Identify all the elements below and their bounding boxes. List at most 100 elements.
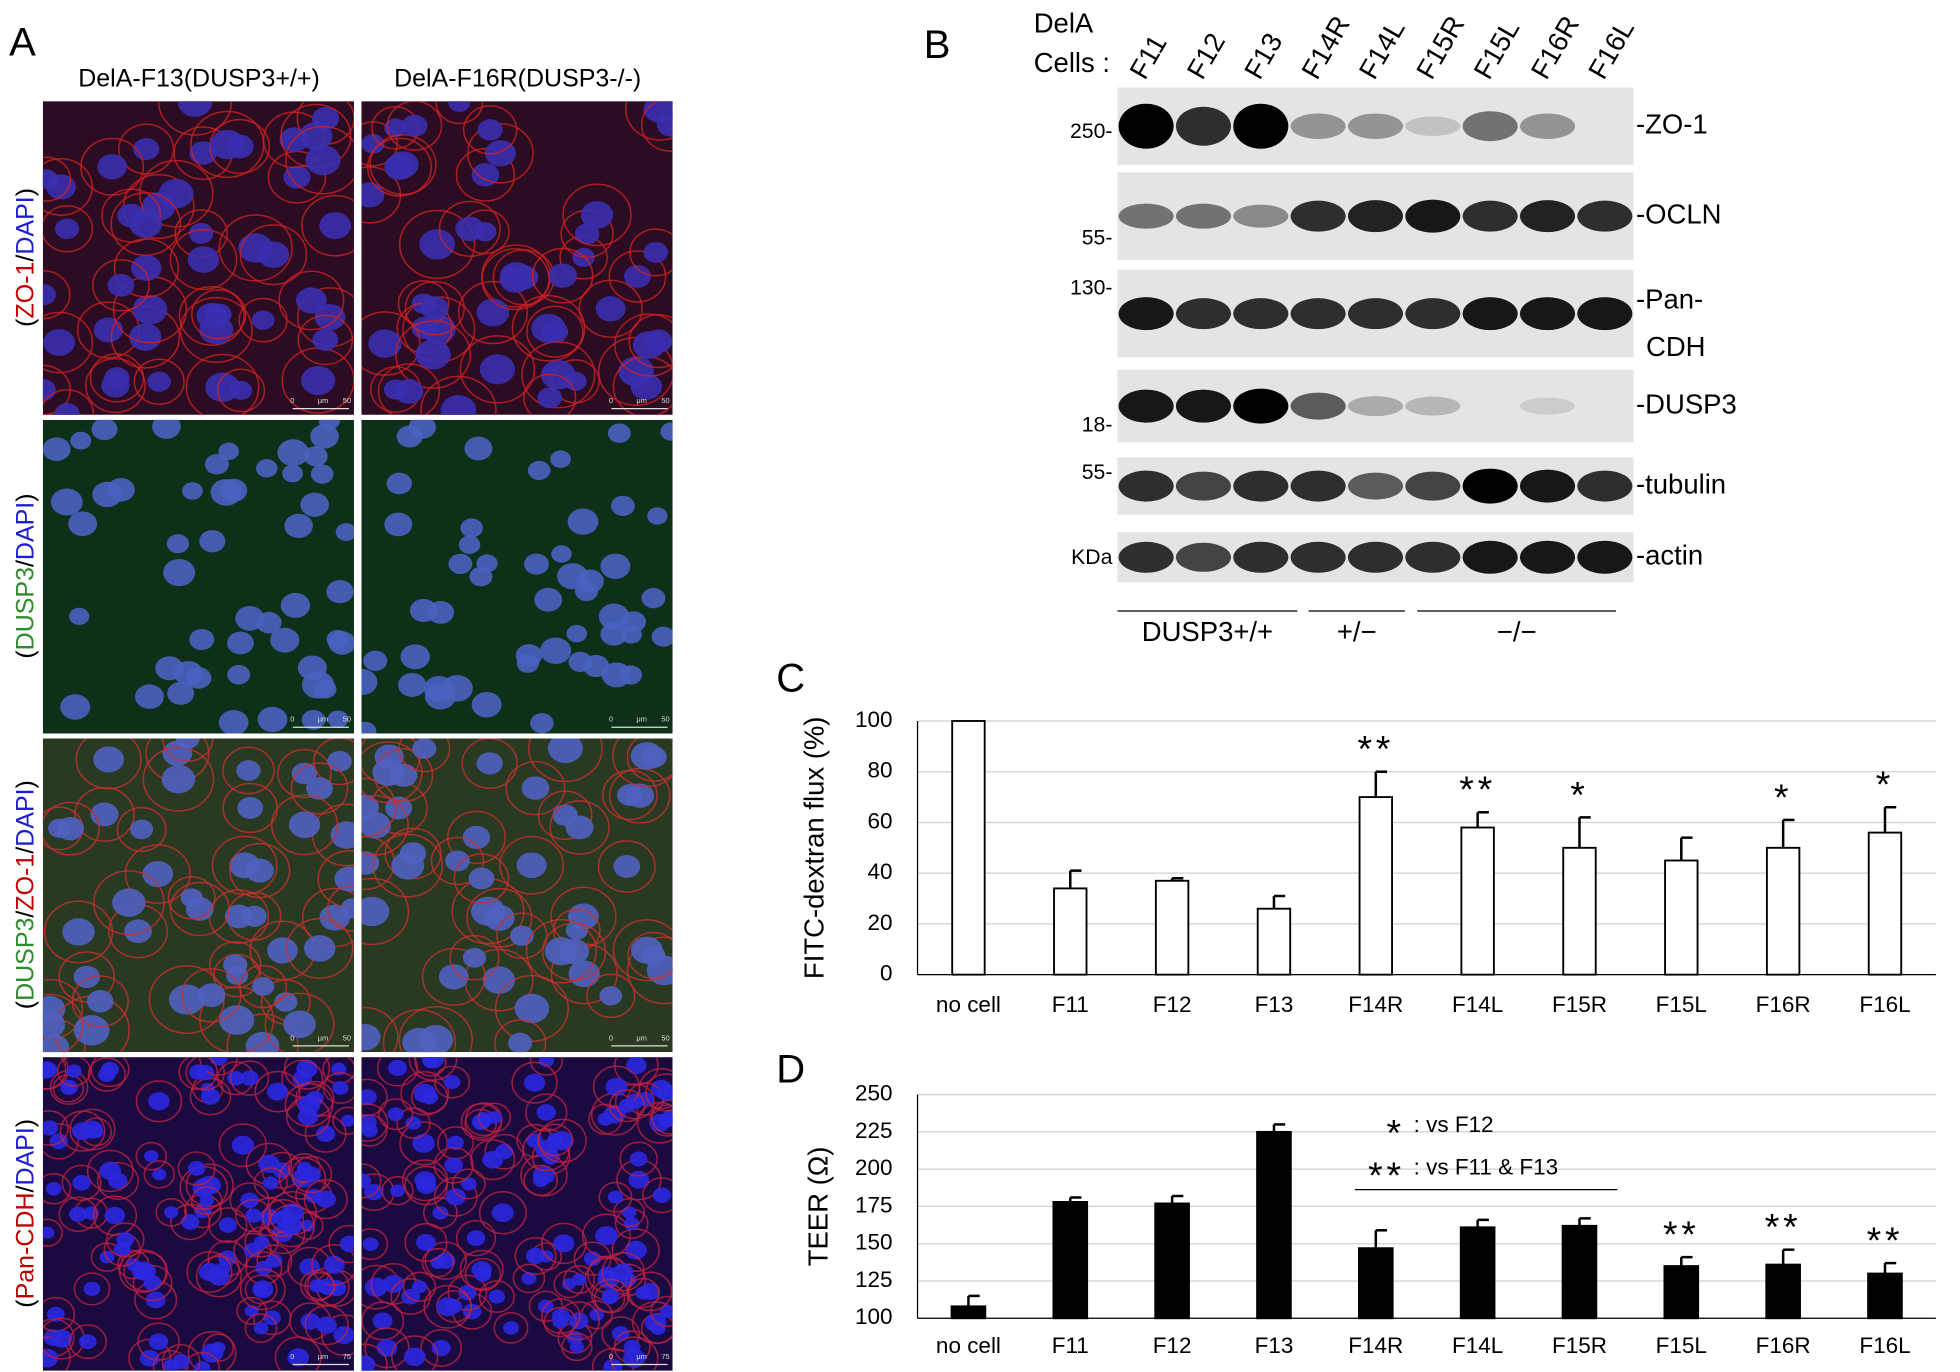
- nucleus: [544, 937, 578, 966]
- blot-band: [1290, 298, 1346, 330]
- nucleus: [51, 1329, 73, 1348]
- cell-border: [178, 1057, 218, 1090]
- nucleus: [99, 1161, 122, 1181]
- cell-border: [86, 1149, 134, 1193]
- cell-border: [540, 1222, 587, 1265]
- nucleus: [416, 1233, 436, 1251]
- cell-border: [178, 285, 245, 346]
- row-label-part: ZO-1: [11, 262, 39, 319]
- row-label-part: /: [11, 911, 39, 918]
- lane-label: F13: [1238, 28, 1289, 85]
- nucleus: [86, 989, 114, 1013]
- cell-border: [185, 353, 260, 415]
- cell-border: [528, 1290, 564, 1322]
- cell-border: [528, 738, 603, 783]
- cell-border: [626, 738, 673, 782]
- cell-border: [155, 1197, 187, 1227]
- cell-border: [366, 137, 433, 197]
- nucleus: [223, 954, 248, 976]
- cell-border: [511, 294, 586, 362]
- nucleus: [252, 1280, 274, 1299]
- nucleus: [218, 1217, 237, 1233]
- lane-label: F16R: [1525, 10, 1585, 84]
- bar: [1765, 846, 1801, 976]
- x-tick-label: F15L: [1656, 992, 1707, 1017]
- blot-band: [1347, 298, 1404, 330]
- nucleus: [310, 424, 339, 449]
- cell-border: [464, 1257, 502, 1292]
- blot-band: [1462, 111, 1518, 142]
- blot-band: [1175, 542, 1231, 572]
- cell-border: [499, 835, 564, 895]
- nucleus: [297, 1095, 321, 1115]
- blot-band: [1347, 113, 1404, 139]
- micrograph: 0 μm 50: [42, 419, 354, 734]
- cell-border: [135, 1080, 183, 1123]
- cell-border: [42, 1172, 72, 1205]
- nucleus: [479, 354, 516, 385]
- cell-border: [58, 1196, 98, 1233]
- cell-border: [75, 738, 142, 790]
- size-marker: 55-: [1082, 225, 1113, 249]
- nucleus: [516, 653, 539, 673]
- cell-border: [447, 810, 506, 865]
- blot-band: [1347, 472, 1404, 500]
- y-tick-label: 60: [868, 808, 893, 833]
- x-tick-label: F15R: [1552, 992, 1607, 1017]
- nucleus: [42, 1061, 58, 1079]
- blot-band: [1405, 471, 1461, 501]
- blot-band: [1577, 200, 1633, 232]
- blot-band: [1405, 199, 1461, 233]
- nucleus: [168, 984, 205, 1015]
- nucleus: [256, 611, 282, 634]
- y-tick-label: 150: [855, 1230, 893, 1255]
- blot-band: [1175, 106, 1231, 146]
- cell-border: [290, 762, 349, 815]
- lane-label: F15R: [1410, 10, 1470, 84]
- cell-border: [396, 1107, 431, 1139]
- nucleus: [54, 403, 80, 415]
- cell-border: [199, 1057, 238, 1076]
- nucleus: [619, 665, 643, 685]
- nucleus: [409, 598, 438, 622]
- nucleus: [158, 178, 194, 209]
- size-marker: 130-: [1070, 275, 1113, 299]
- cell-border: [209, 941, 262, 989]
- cell-border: [42, 156, 72, 202]
- nucleus: [305, 145, 341, 176]
- row-label-part: ): [11, 1119, 39, 1127]
- cell-border: [421, 1247, 455, 1278]
- row-label-part: /: [11, 847, 39, 854]
- cell-border: [239, 1268, 286, 1311]
- nucleus: [635, 1286, 651, 1300]
- x-tick-label: F14L: [1452, 1333, 1503, 1358]
- scale-length: 50: [661, 715, 669, 724]
- nucleus: [582, 654, 610, 678]
- cell-border: [420, 1329, 463, 1367]
- y-tick-label: 175: [855, 1192, 893, 1217]
- group-label: DUSP3+/+: [1142, 616, 1273, 647]
- nucleus: [229, 380, 253, 400]
- nucleus: [339, 1235, 354, 1253]
- nucleus: [200, 1088, 221, 1105]
- cell-border: [42, 1123, 79, 1160]
- row-label: (DUSP3/ZO-1/DAPI): [11, 780, 39, 1009]
- cell-border: [179, 296, 253, 364]
- nucleus: [327, 750, 352, 772]
- y-axis-label: TEER (Ω): [802, 1147, 833, 1267]
- cell-border: [42, 205, 94, 253]
- nucleus: [56, 816, 84, 841]
- nucleus: [188, 222, 214, 244]
- nucleus: [180, 1214, 200, 1230]
- nucleus: [659, 1304, 673, 1319]
- nucleus: [652, 1187, 671, 1203]
- nucleus: [566, 624, 588, 643]
- blot-band: [1233, 541, 1289, 573]
- group-label: +/−: [1337, 616, 1377, 647]
- blot-band: [1233, 103, 1289, 149]
- nucleus: [93, 746, 124, 773]
- cell-border: [640, 101, 673, 152]
- nucleus: [283, 1010, 316, 1039]
- nucleus: [488, 1289, 506, 1304]
- nucleus: [621, 1206, 637, 1219]
